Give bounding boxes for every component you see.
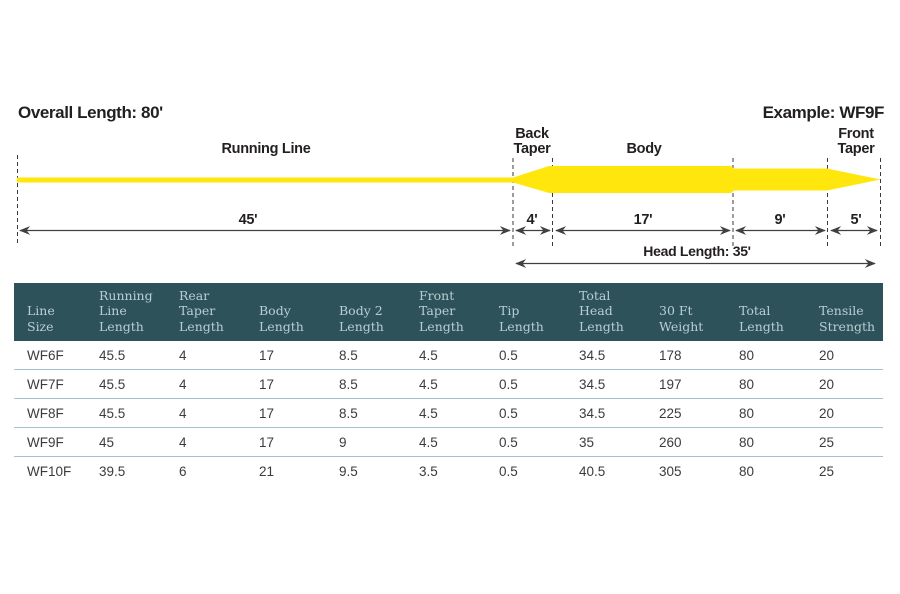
cell: 21 [259, 464, 275, 479]
measurement-arrows [19, 226, 878, 268]
spec-table-header: Line Size Running Line Length Rear Taper… [14, 283, 883, 341]
spec-table-body: WF6F 45.5 4 17 8.5 4.5 0.5 34.5 178 80 2… [14, 341, 883, 486]
cell: 45.5 [99, 405, 126, 421]
cell: 9.5 [339, 464, 358, 479]
cell: 9 [339, 434, 347, 450]
cell: 0.5 [499, 347, 518, 363]
cell: 45 [99, 434, 115, 450]
body-measure: 17' [634, 212, 653, 228]
cell: 45.5 [99, 347, 126, 363]
cell: WF9F [27, 434, 64, 450]
line-taper-diagram: Running Line Back Taper Body Front Taper… [17, 126, 881, 268]
cell: 197 [659, 376, 682, 392]
cell: 17 [259, 405, 275, 421]
back-taper-measure: 4' [527, 212, 538, 228]
col-line-size: Line Size [27, 303, 55, 334]
col-running-line-length: Running Line Length [99, 288, 153, 334]
cell: 4.5 [419, 376, 438, 392]
cell: 4 [179, 347, 187, 363]
col-total-head-length: Total Head Length [579, 288, 624, 334]
cell: 17 [259, 376, 275, 392]
cell: 8.5 [339, 405, 358, 421]
col-rear-taper-length: Rear Taper Length [179, 288, 224, 334]
cell: 0.5 [499, 405, 518, 421]
cell: 80 [739, 347, 755, 363]
front-taper-label-line2: Taper [838, 141, 876, 157]
cell: 178 [659, 347, 682, 363]
cell: 4 [179, 405, 187, 421]
cell: 34.5 [579, 347, 606, 363]
header-row: Line Size Running Line Length Rear Taper… [14, 283, 883, 341]
cell: WF6F [27, 347, 64, 363]
col-tip-length: Tip Length [499, 303, 544, 334]
cell: 80 [739, 376, 755, 392]
cell: 34.5 [579, 405, 606, 421]
cell: WF10F [27, 464, 72, 479]
body2-measure: 9' [775, 212, 786, 228]
cell: 4.5 [419, 405, 438, 421]
cell: 25 [819, 464, 835, 479]
overall-length-title: Overall Length: 80' [18, 103, 163, 122]
spec-table: Line Size Running Line Length Rear Taper… [14, 283, 883, 486]
cell: 80 [739, 405, 755, 421]
cell: 3.5 [419, 464, 438, 479]
running-line-measure: 45' [239, 212, 258, 228]
back-taper-label-line2: Taper [514, 141, 552, 157]
front-taper-measure: 5' [851, 212, 862, 228]
cell: WF7F [27, 376, 64, 392]
head-length-label: Head Length: 35' [643, 243, 750, 259]
table-row-wf9f: WF9F 45 4 17 9 4.5 0.5 35 260 80 25 [14, 428, 883, 457]
cell: 6 [179, 464, 187, 479]
body-label: Body [626, 141, 661, 157]
front-taper-label-line1: Front [838, 126, 874, 142]
cell: 80 [739, 464, 755, 479]
col-front-taper-length: Front Taper Length [419, 288, 464, 334]
running-line-label: Running Line [221, 141, 310, 157]
col-body2-length: Body 2 Length [339, 303, 384, 334]
col-total-length: Total Length [739, 303, 784, 334]
cell: 39.5 [99, 464, 126, 479]
col-tensile-strength: Tensile Strength [819, 303, 876, 334]
cell: 0.5 [499, 434, 518, 450]
cell: 80 [739, 434, 755, 450]
cell: 20 [819, 405, 835, 421]
cell: WF8F [27, 405, 64, 421]
table-row-wf10f: WF10F 39.5 6 21 9.5 3.5 0.5 40.5 305 80 … [14, 457, 883, 486]
table-row-wf6f: WF6F 45.5 4 17 8.5 4.5 0.5 34.5 178 80 2… [14, 341, 883, 370]
cell: 45.5 [99, 376, 126, 392]
cell: 40.5 [579, 464, 606, 479]
cell: 4 [179, 376, 187, 392]
cell: 34.5 [579, 376, 606, 392]
cell: 0.5 [499, 376, 518, 392]
table-row-wf7f: WF7F 45.5 4 17 8.5 4.5 0.5 34.5 197 80 2… [14, 370, 883, 399]
cell: 20 [819, 347, 835, 363]
cell: 260 [659, 434, 682, 450]
col-body-length: Body Length [259, 303, 304, 334]
table-row-wf8f: WF8F 45.5 4 17 8.5 4.5 0.5 34.5 225 80 2… [14, 399, 883, 428]
cell: 4.5 [419, 434, 438, 450]
cell: 35 [579, 434, 595, 450]
cell: 4 [179, 434, 187, 450]
fly-line-profile [17, 166, 881, 193]
cell: 225 [659, 405, 682, 421]
back-taper-label-line1: Back [515, 126, 550, 142]
cell: 8.5 [339, 376, 358, 392]
cell: 25 [819, 434, 835, 450]
col-30ft-weight: 30 Ft Weight [659, 303, 704, 334]
cell: 20 [819, 376, 835, 392]
cell: 305 [659, 464, 682, 479]
cell: 0.5 [499, 464, 518, 479]
cell: 17 [259, 434, 275, 450]
example-title: Example: WF9F [762, 103, 885, 122]
cell: 17 [259, 347, 275, 363]
cell: 8.5 [339, 347, 358, 363]
cell: 4.5 [419, 347, 438, 363]
